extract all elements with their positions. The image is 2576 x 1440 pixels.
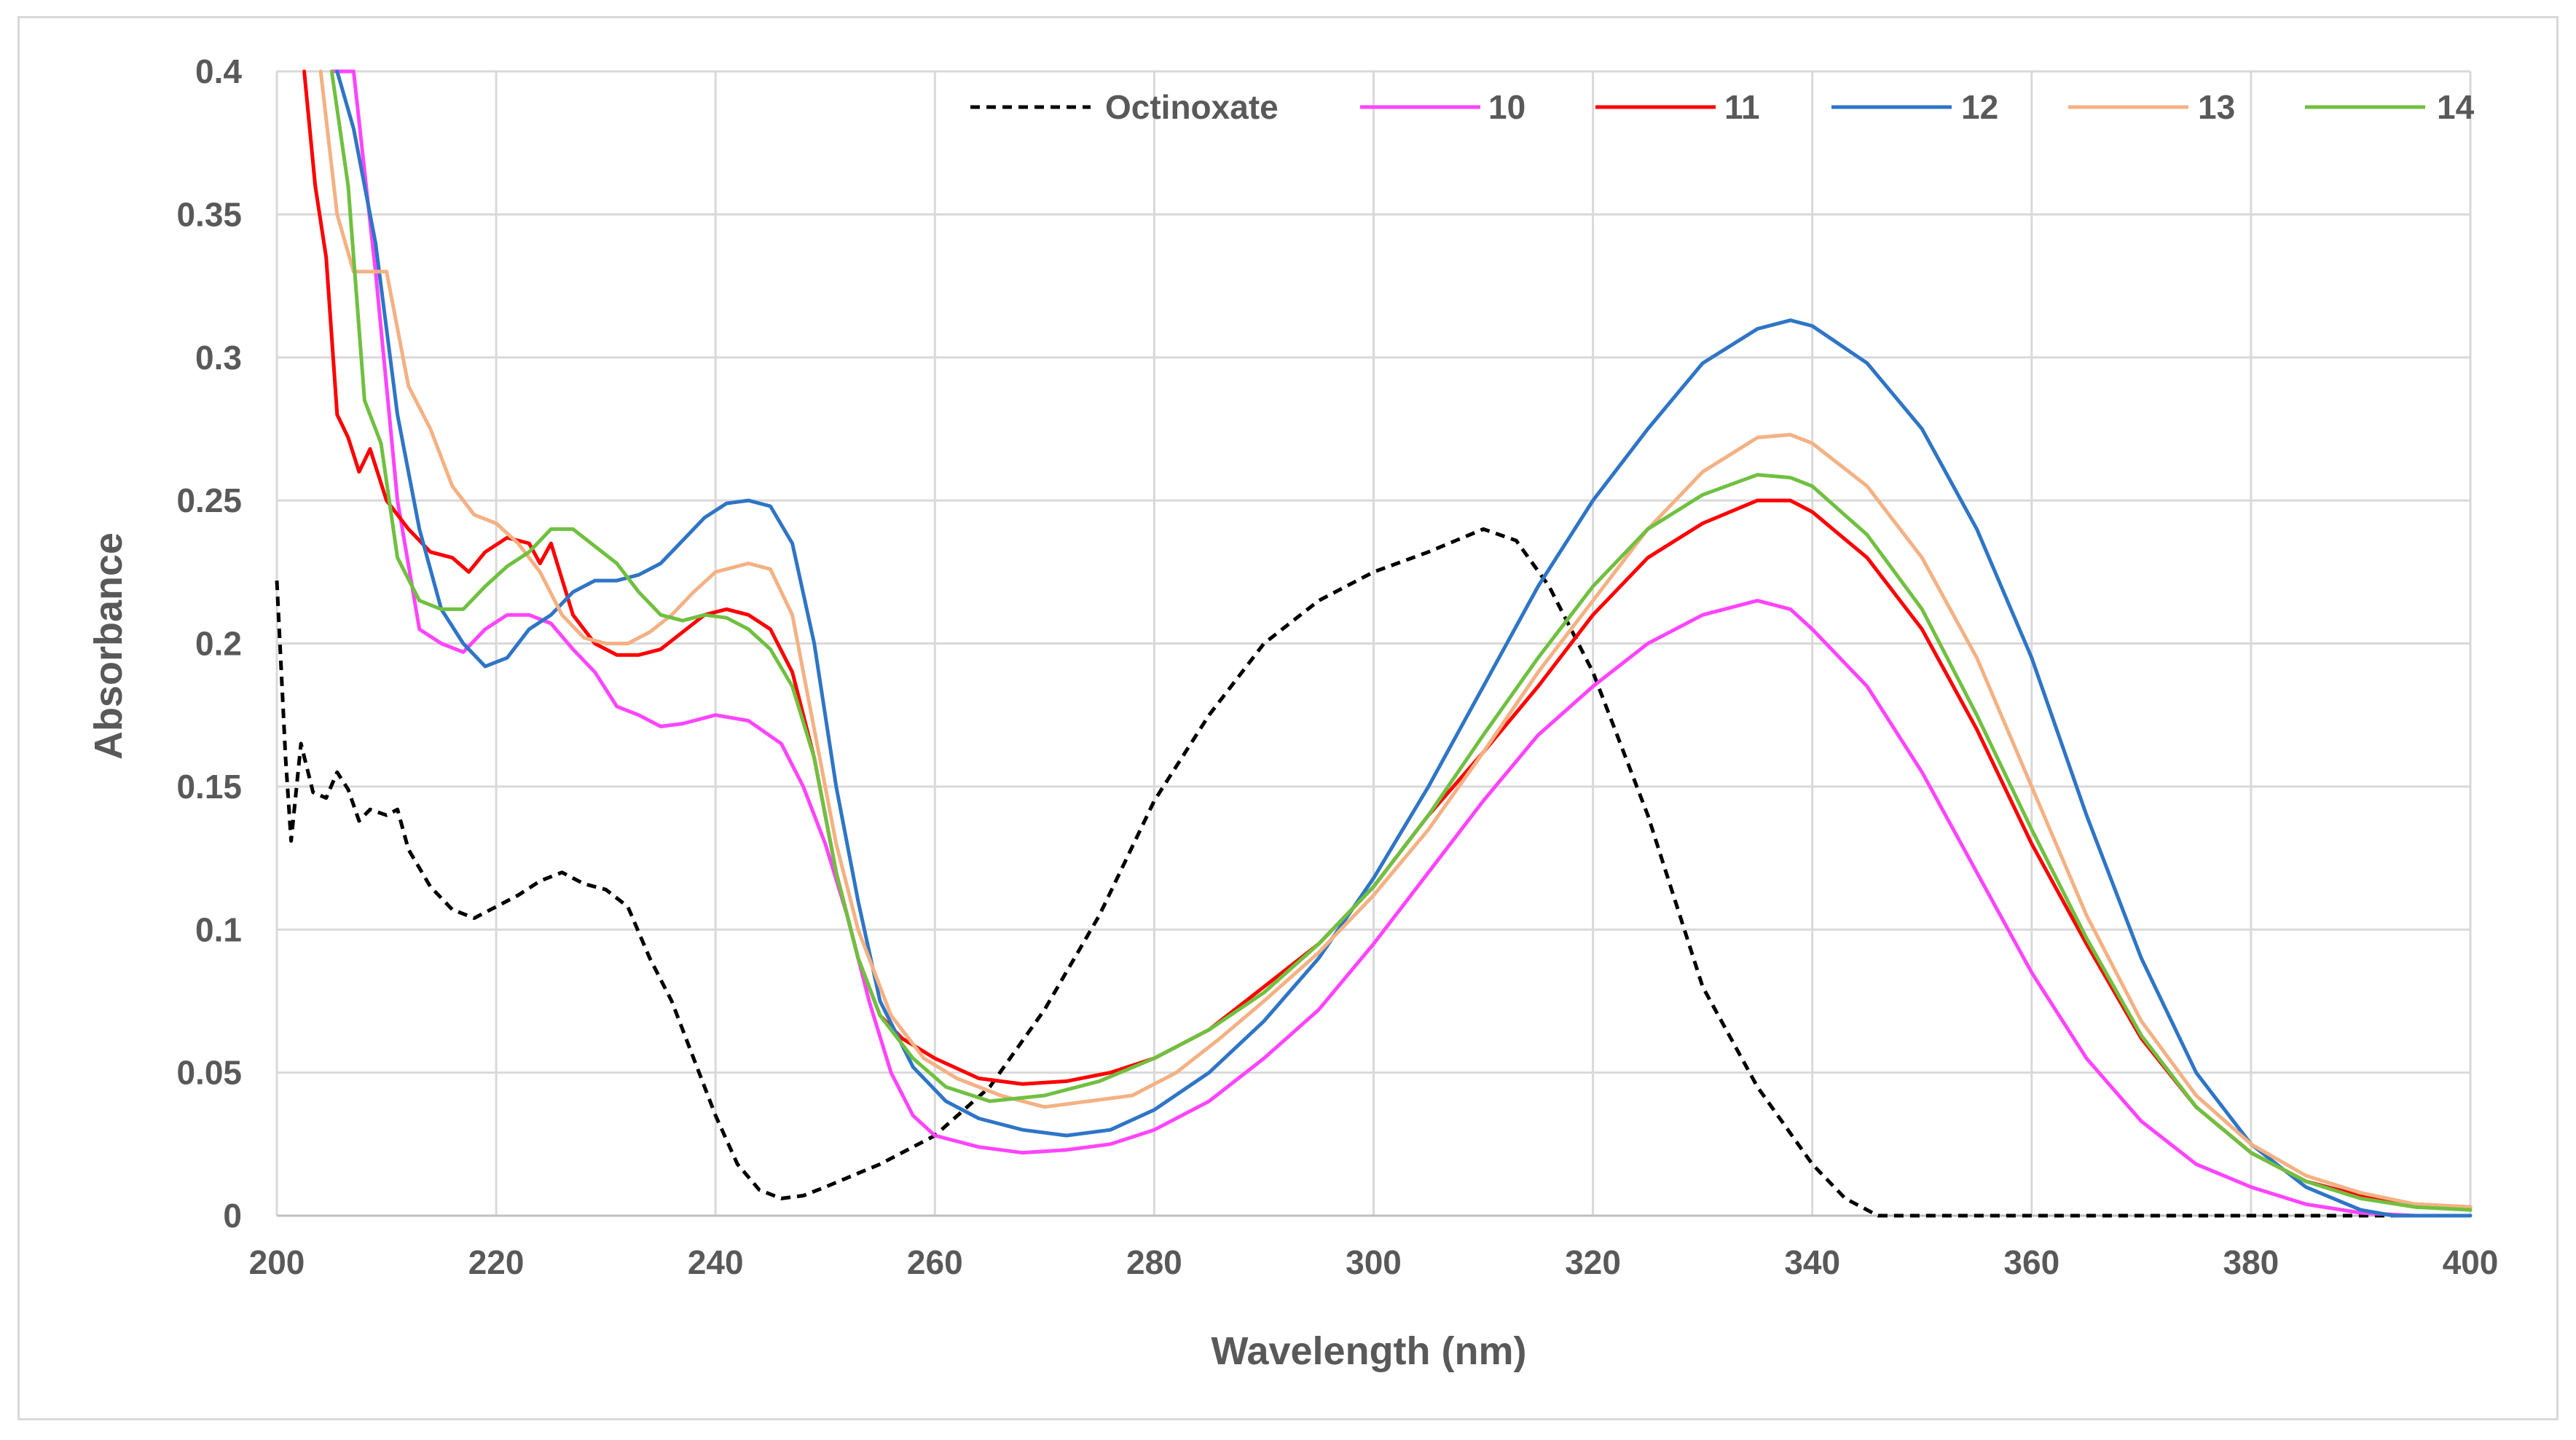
legend: Octinoxate 10 11 12 13 14 xyxy=(970,88,2475,126)
legend-label-11: 11 xyxy=(1724,88,1760,126)
series-line-14 xyxy=(329,69,2473,1212)
series-line-12 xyxy=(335,69,2473,1218)
legend-label-14: 14 xyxy=(2437,88,2475,126)
y-tick-label: 0.05 xyxy=(176,1054,242,1092)
y-tick-label: 0.25 xyxy=(176,481,242,519)
y-tick-label: 0.1 xyxy=(195,910,242,948)
y-tick-label: 0.4 xyxy=(195,52,242,90)
x-tick-label: 340 xyxy=(1784,1243,1840,1281)
y-tick-label: 0.3 xyxy=(195,339,242,377)
x-axis-title: Wavelength (nm) xyxy=(1211,1329,1526,1373)
legend-label-10: 10 xyxy=(1488,88,1525,126)
x-tick-label: 260 xyxy=(907,1243,963,1281)
series-line-13 xyxy=(318,69,2473,1209)
series-line-10 xyxy=(329,69,2418,1218)
y-tick-label: 0.15 xyxy=(176,768,242,806)
y-tick-label: 0 xyxy=(223,1197,242,1235)
x-tick-label: 200 xyxy=(249,1243,305,1281)
legend-label-octinoxate: Octinoxate xyxy=(1105,88,1279,126)
series-line-11 xyxy=(302,69,2473,1209)
y-axis-title: Absorbance xyxy=(87,532,130,760)
x-tick-label: 320 xyxy=(1565,1243,1621,1281)
legend-label-12: 12 xyxy=(1961,88,1998,126)
y-tick-label: 0.2 xyxy=(195,625,242,663)
legend-label-13: 13 xyxy=(2198,88,2235,126)
x-tick-label: 240 xyxy=(688,1243,744,1281)
x-tick-label: 380 xyxy=(2223,1243,2279,1281)
x-tick-label: 220 xyxy=(468,1243,525,1281)
x-tick-label: 300 xyxy=(1346,1243,1402,1281)
y-tick-label: 0.35 xyxy=(176,195,242,233)
gridlines xyxy=(275,70,2472,1216)
absorbance-chart: 0 0.05 0.1 0.15 0.2 0.25 0.3 0.35 0.4 200 220 240 26… xyxy=(87,52,2498,1373)
chart-frame: 0 0.05 0.1 0.15 0.2 0.25 0.3 0.35 0.4 200 220 240 26… xyxy=(17,16,2559,1420)
x-tick-label: 360 xyxy=(2003,1243,2059,1281)
x-tick-label: 400 xyxy=(2443,1243,2499,1281)
x-tick-label: 280 xyxy=(1126,1243,1182,1281)
series-line-octinoxate xyxy=(275,527,2470,1218)
series-lines xyxy=(275,69,2473,1218)
tick-labels: 0 0.05 0.1 0.15 0.2 0.25 0.3 0.35 0.4 200 220 240 26… xyxy=(176,52,2498,1281)
